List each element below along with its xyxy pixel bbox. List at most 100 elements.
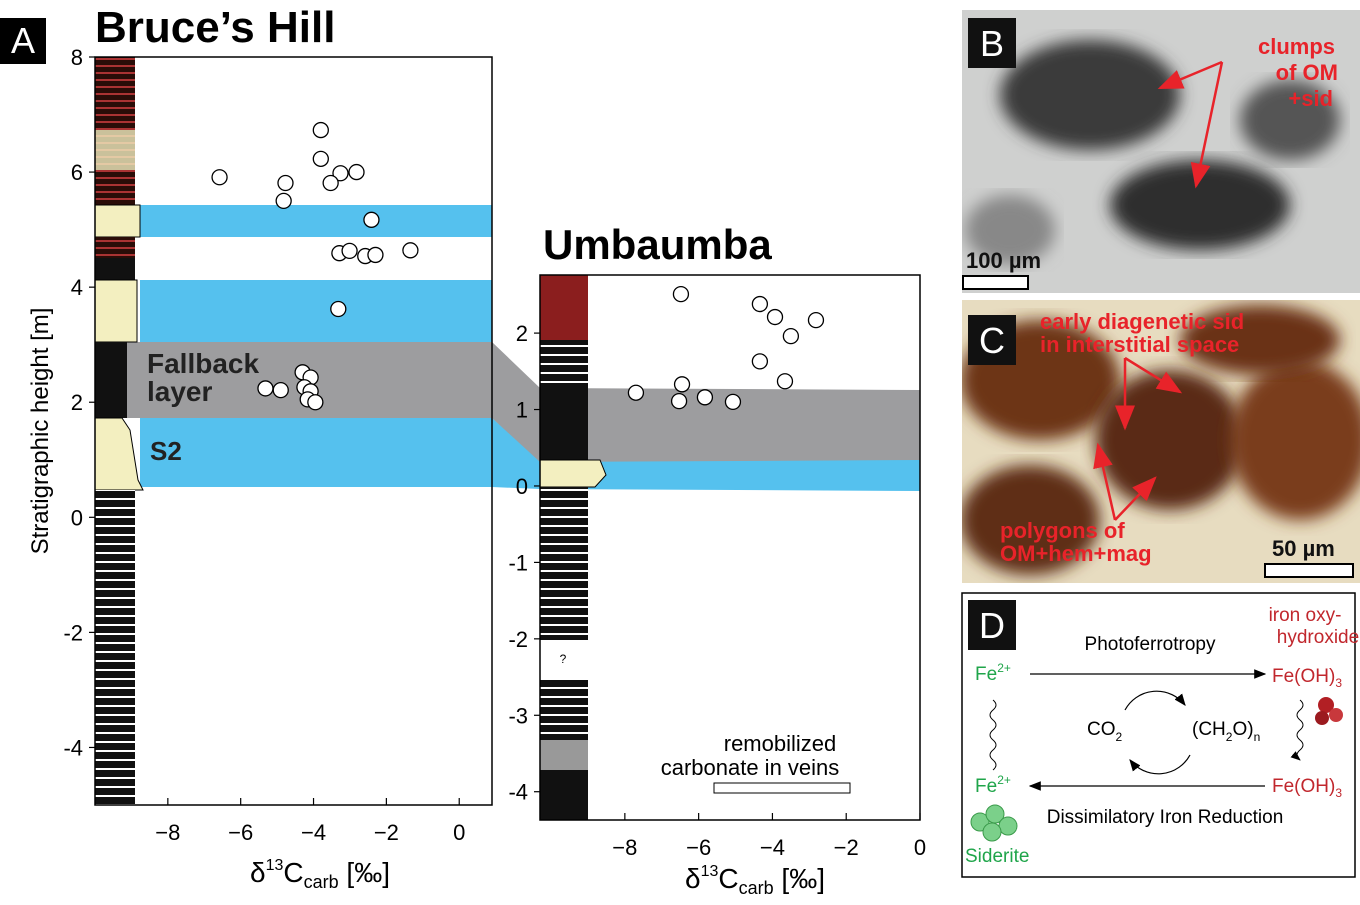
plot-frame: [94, 56, 493, 806]
data-point: [312, 121, 329, 139]
data-point: [277, 174, 294, 192]
annotation: carbonate in veins: [661, 755, 840, 780]
annotation: polygons of: [1000, 518, 1125, 543]
y-tick-label: -2: [63, 620, 83, 645]
panel-label: B: [980, 23, 1004, 64]
data-point: [670, 392, 688, 410]
icon-part: [1318, 697, 1334, 713]
y-tick-label: -4: [63, 735, 83, 760]
x-tick-label: −6: [228, 820, 253, 845]
y-tick-label: -1: [508, 550, 528, 575]
column-unit: [95, 258, 135, 280]
data-point: [257, 380, 274, 397]
annotation: in interstitial space: [1040, 332, 1239, 357]
annotation: clumps: [1258, 34, 1335, 59]
x-tick-label: 0: [914, 835, 926, 860]
mineral-label: iron oxy-: [1269, 605, 1342, 626]
data-point: [724, 393, 742, 411]
panel-label: D: [979, 605, 1005, 646]
y-tick-label: -3: [508, 703, 528, 728]
data-point: [696, 389, 714, 406]
formula-part: (CH: [1192, 719, 1226, 740]
formula-part: Fe(OH): [1272, 776, 1335, 797]
data-point: [272, 381, 289, 399]
scale-label: 100 µm: [966, 248, 1041, 273]
icon-part: [998, 816, 1018, 836]
x-axis-label-part: carb: [739, 878, 774, 898]
x-axis-label-part: [‰]: [774, 863, 825, 894]
annotation: early diagenetic sid: [1040, 309, 1244, 334]
band: [140, 280, 492, 342]
clump: [1240, 80, 1340, 160]
species: Fe(OH)3: [1272, 666, 1342, 690]
column-unit: [94, 417, 144, 491]
band: [140, 205, 492, 237]
species: CO2: [1087, 719, 1123, 744]
column-unit: [95, 130, 135, 170]
species: (CH2O)n: [1192, 719, 1260, 744]
x-axis-label-part: 13: [701, 863, 719, 880]
x-axis-label: δ13Ccarb [‰]: [250, 857, 390, 892]
column-unit: [540, 678, 588, 740]
column-unit: [539, 459, 607, 488]
scale-label: 50 µm: [1272, 536, 1335, 561]
column-unit: [540, 740, 588, 770]
y-tick-label: 0: [516, 474, 528, 499]
y-axis-label: Stratigraphic height [m]: [27, 308, 54, 555]
y-tick-label: -4: [508, 780, 528, 805]
formula-part: 3: [1335, 786, 1342, 800]
column-unit: [540, 275, 588, 340]
panel-label: A: [11, 20, 35, 61]
data-point: [751, 295, 769, 313]
annotation: Fallback: [147, 348, 259, 379]
data-point: [341, 242, 358, 260]
data-point: [330, 300, 347, 318]
data-point: [322, 174, 339, 192]
arrow: [1114, 476, 1157, 521]
data-point: [367, 246, 384, 264]
data-point: [332, 165, 349, 182]
plot-frame: [539, 274, 921, 821]
y-tick-label: 6: [71, 160, 83, 185]
band: [140, 418, 920, 491]
data-point: [211, 169, 228, 186]
mineral-label: Siderite: [965, 846, 1029, 867]
strat-column: [94, 57, 144, 805]
x-tick-label: 0: [453, 820, 465, 845]
annotation: remobilized: [724, 731, 837, 756]
data-point: [348, 163, 365, 181]
polygon-grain: [1230, 360, 1360, 520]
annotation: +sid: [1288, 86, 1333, 111]
micrograph: [962, 10, 1360, 293]
x-axis-label-part: 13: [266, 857, 284, 874]
data-point: [275, 192, 292, 209]
legend-swatch: [713, 782, 851, 794]
panel-label-box: [968, 18, 1016, 68]
strat-column: [539, 275, 607, 820]
chart-title: Bruce’s Hill: [95, 3, 335, 52]
chart-title: Umbaumba: [543, 221, 772, 268]
arrow: [1190, 61, 1224, 189]
scale-bar: [1264, 563, 1354, 578]
formula-part: CO: [1087, 719, 1116, 740]
x-axis-label: δ13Ccarb [‰]: [685, 863, 825, 898]
formula-part: 2: [1226, 730, 1233, 744]
process-label: Dissimilatory Iron Reduction: [1047, 807, 1284, 828]
icon-part: [982, 822, 1002, 842]
species: Fe(OH)3: [1272, 776, 1342, 800]
x-tick-label: −4: [301, 820, 326, 845]
species: Fe2+: [975, 661, 1011, 685]
x-tick-label: −4: [760, 835, 785, 860]
annotation: OM+hem+mag: [1000, 541, 1152, 566]
icon-part: [1315, 711, 1329, 725]
data-point: [307, 394, 324, 411]
clump: [1110, 160, 1290, 250]
y-tick-label: 0: [71, 505, 83, 530]
panel-label-box: [968, 600, 1016, 650]
data-point: [363, 211, 380, 228]
formula-part: Fe: [975, 664, 997, 685]
band: [127, 342, 920, 462]
species: Fe2+: [975, 773, 1011, 797]
